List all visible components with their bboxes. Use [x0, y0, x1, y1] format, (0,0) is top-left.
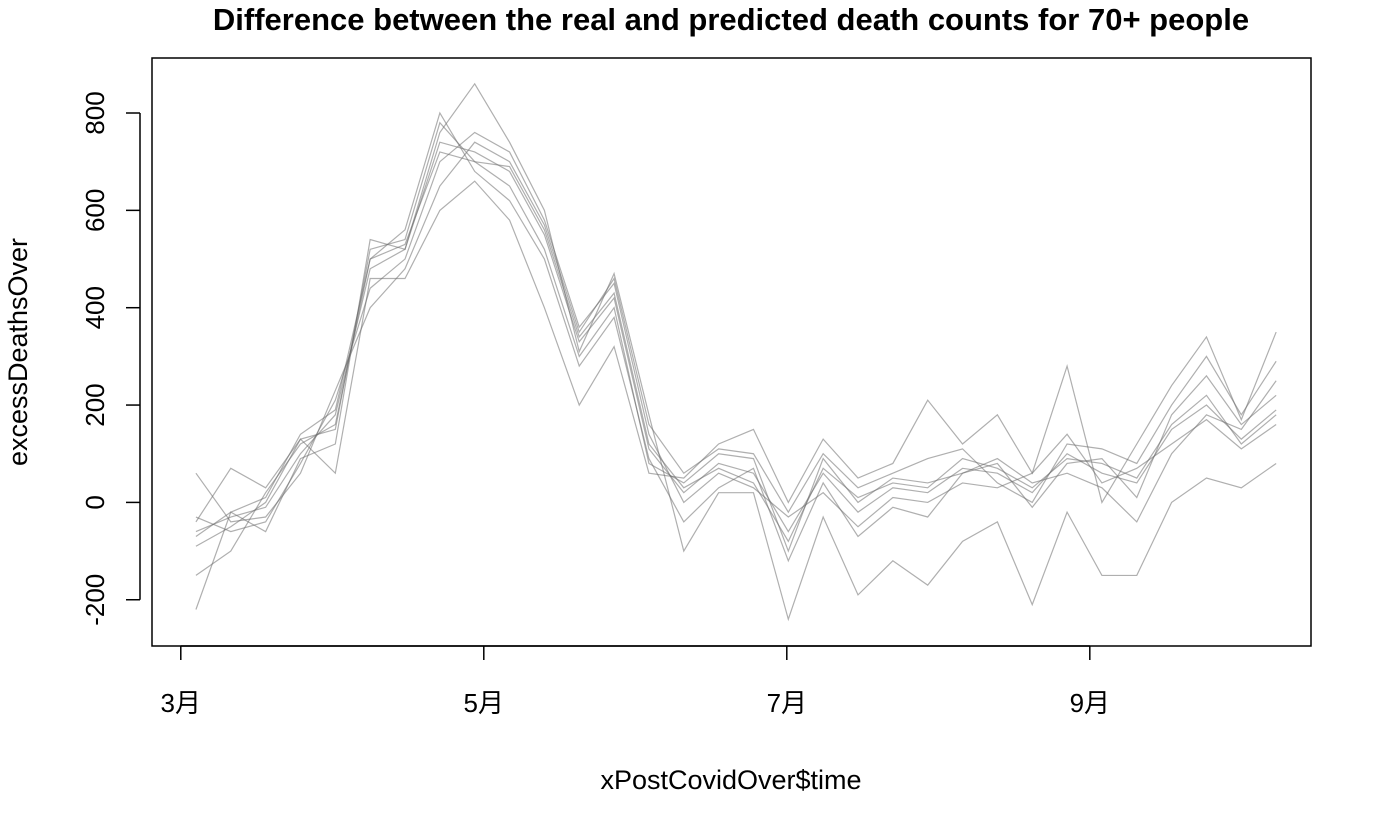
y-tick-label: 800: [80, 91, 110, 134]
series-line: [195, 141, 1277, 533]
series-line: [195, 121, 1277, 553]
series-line: [195, 82, 1277, 622]
plot-frame: [151, 57, 1312, 647]
y-tick-label: 0: [80, 495, 110, 509]
y-tick-label: 600: [80, 189, 110, 232]
y-tick-label: 400: [80, 286, 110, 329]
x-axis-label: xPostCovidOver$time: [600, 765, 861, 795]
y-tick-label: -200: [80, 574, 110, 626]
series-line: [195, 141, 1277, 523]
x-tick-label: 9月: [1070, 688, 1110, 718]
series-line: [195, 151, 1277, 543]
series-line: [195, 131, 1277, 533]
series-line: [195, 111, 1277, 576]
chart-title: Difference between the real and predicte…: [213, 2, 1249, 37]
series-line: [195, 180, 1277, 523]
x-tick-label: 5月: [464, 688, 504, 718]
x-tick-label: 3月: [161, 688, 201, 718]
y-axis-label: excessDeathsOver: [3, 238, 33, 466]
x-tick-label: 7月: [767, 688, 807, 718]
y-tick-label: 200: [80, 383, 110, 426]
